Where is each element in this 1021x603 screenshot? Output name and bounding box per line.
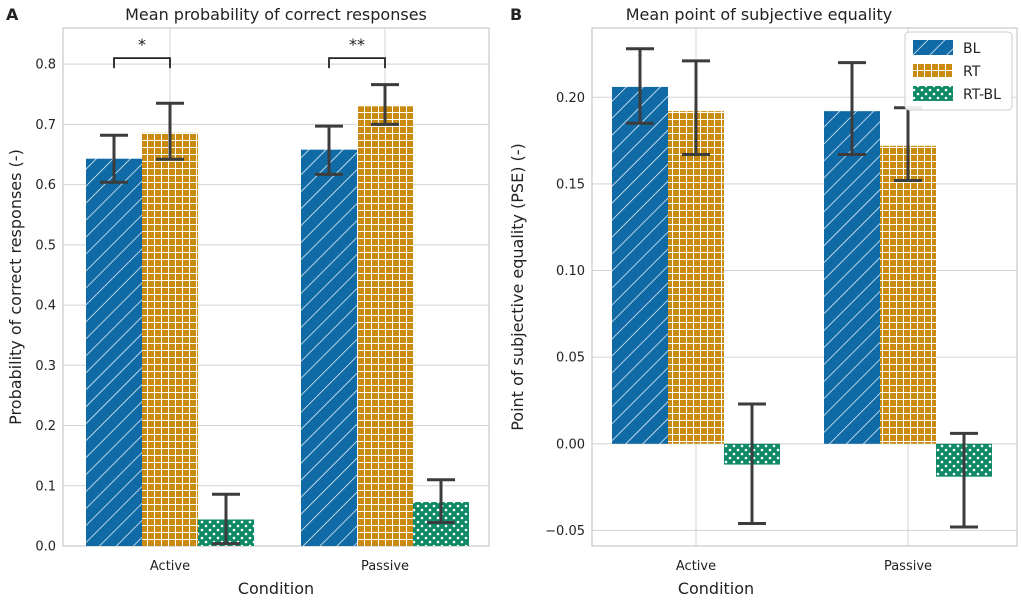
plot-frame	[591, 27, 1018, 547]
legend-label-rt-bl: RT-BL	[963, 87, 1001, 103]
plot-frame	[62, 27, 490, 547]
error-bar-bl-active	[100, 133, 128, 184]
bar-bl-passive	[301, 149, 357, 546]
y-tick-label: 0.15	[556, 177, 585, 192]
significance-marker-passive: **	[328, 35, 386, 69]
error-bar-bl-passive	[838, 61, 866, 156]
x-tick-label: Passive	[361, 559, 409, 574]
bar-rt-passive	[880, 145, 936, 444]
error-bar-bl-active	[626, 47, 654, 125]
panel-a-y-axis-label: Probability of correct responses (-)	[6, 149, 25, 425]
y-tick-label: 0.3	[35, 359, 56, 374]
legend-label-rt: RT	[963, 64, 981, 80]
legend-swatch-bl	[913, 40, 953, 55]
significance-bracket	[113, 57, 171, 69]
panel-b-title: Mean point of subjective equality	[626, 5, 893, 24]
x-tick-label: Active	[150, 559, 190, 574]
panel-b-y-axis-label: Point of subjective equality (PSE) (-)	[508, 143, 527, 431]
y-tick-label: 0.8	[35, 58, 56, 73]
y-tick-label: 0.0	[35, 540, 56, 555]
error-bar-rt-bl-active	[738, 402, 766, 525]
bar-rt-passive	[357, 106, 413, 547]
y-tick-label: 0.7	[35, 118, 56, 133]
y-tick-label: 0.10	[556, 264, 585, 279]
legend: BL RT RT-BL	[904, 31, 1013, 111]
y-tick-label: 0.4	[35, 299, 56, 314]
panel-b-letter: B	[510, 5, 522, 24]
y-tick-label: 0.20	[556, 91, 585, 106]
error-bar-rt-bl-passive	[950, 431, 978, 529]
panel-b: B Mean point of subjective equality −0.0…	[508, 5, 1018, 598]
y-tick-label: 0.05	[556, 351, 585, 366]
legend-swatch-rt	[913, 63, 953, 78]
significance-bracket	[328, 57, 386, 69]
error-bar-rt-bl-active	[212, 492, 240, 546]
error-bar-rt-active	[682, 59, 710, 156]
y-tick-label: 0.5	[35, 238, 56, 253]
y-tick-label: −0.05	[545, 524, 585, 539]
x-tick-label: Passive	[884, 559, 932, 574]
y-tick-label: 0.2	[35, 419, 56, 434]
panel-a-x-axis-label: Condition	[238, 579, 314, 598]
panel-b-x-axis-label: Condition	[678, 579, 754, 598]
panel-a: A Mean probability of correct responses …	[6, 5, 490, 598]
error-bar-rt-active	[156, 101, 184, 161]
legend-label-bl: BL	[963, 41, 981, 57]
bar-bl-passive	[824, 111, 880, 444]
panel-a-title: Mean probability of correct responses	[125, 5, 427, 24]
significance-marker-active: *	[113, 35, 171, 69]
y-tick-label: 0.00	[556, 437, 585, 452]
panel-a-letter: A	[6, 5, 19, 24]
significance-label: *	[138, 35, 146, 54]
bar-rt-active	[668, 111, 724, 444]
y-tick-label: 0.6	[35, 178, 56, 193]
bar-bl-active	[86, 158, 142, 546]
legend-swatch-rt-bl	[913, 86, 953, 101]
x-tick-label: Active	[676, 559, 716, 574]
error-bar-rt-passive	[371, 83, 399, 126]
significance-label: **	[349, 35, 365, 54]
error-bar-rt-bl-passive	[427, 478, 455, 525]
bar-bl-active	[612, 86, 668, 444]
y-tick-label: 0.1	[35, 479, 56, 494]
error-bar-bl-passive	[315, 124, 343, 176]
bar-rt-active	[142, 132, 198, 546]
